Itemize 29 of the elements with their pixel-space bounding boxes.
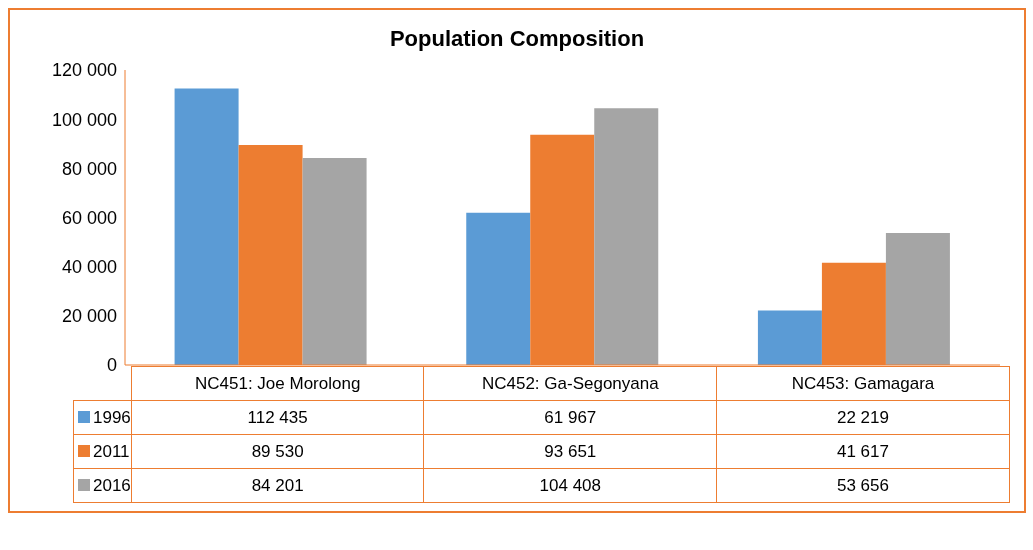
y-tick-label: 0	[106, 355, 117, 376]
data-label: 104 408	[423, 468, 717, 503]
y-tick-label: 80 000	[61, 158, 117, 179]
data-label: 93 651	[423, 434, 717, 469]
bar	[594, 108, 659, 365]
legend-label: 2016	[73, 468, 132, 503]
chart-title: Population Composition	[388, 26, 646, 52]
bar	[757, 310, 822, 365]
x-tick-label: NC453: Gamagara	[716, 366, 1010, 401]
legend-label: 2011	[73, 434, 132, 469]
bar	[885, 233, 950, 365]
y-tick-label: 100 000	[51, 109, 117, 130]
y-tick-label: 20 000	[61, 306, 117, 327]
x-tick-label: NC452: Ga-Segonyana	[423, 366, 717, 401]
bar	[174, 88, 239, 365]
data-label: 22 219	[716, 400, 1010, 435]
bar	[302, 158, 367, 365]
y-tick-label: 60 000	[61, 207, 117, 228]
data-label: 112 435	[131, 400, 424, 435]
y-tick-label: 40 000	[61, 257, 117, 278]
data-label: 61 967	[423, 400, 717, 435]
data-label: 53 656	[716, 468, 1010, 503]
data-label: 89 530	[131, 434, 424, 469]
y-tick-label: 120 000	[51, 60, 117, 81]
data-label: 41 617	[716, 434, 1010, 469]
legend-label: 1996	[73, 400, 132, 435]
data-label: 84 201	[131, 468, 424, 503]
x-tick-label: NC451: Joe Morolong	[131, 366, 424, 401]
bar	[466, 212, 531, 365]
